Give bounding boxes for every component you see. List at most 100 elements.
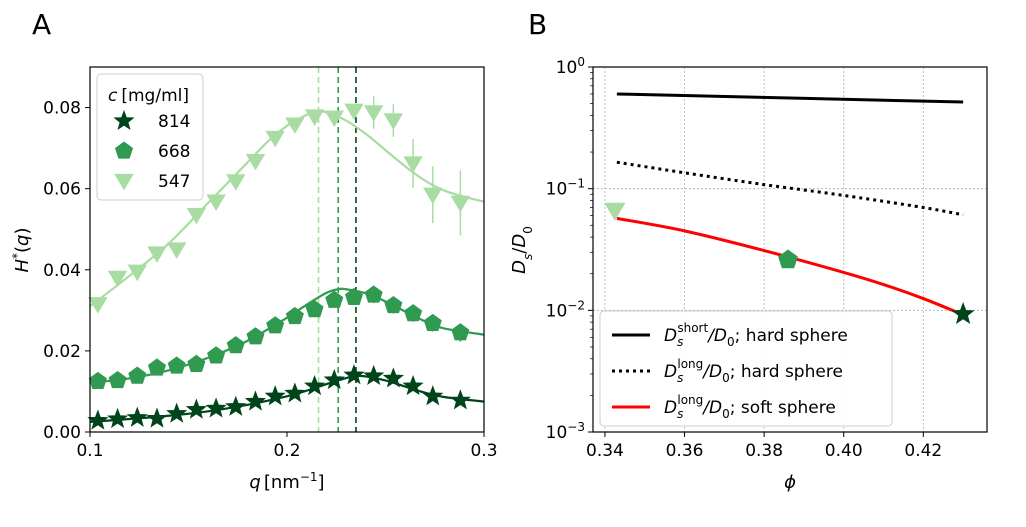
data-point-668 bbox=[325, 290, 344, 308]
data-point-668 bbox=[778, 249, 798, 269]
data-point-814 bbox=[225, 395, 247, 416]
data-point-668 bbox=[207, 346, 226, 364]
x-tick-label: 0.38 bbox=[745, 441, 783, 461]
legend-rest: /D bbox=[706, 326, 727, 346]
y-tick-base: 10 bbox=[556, 58, 578, 78]
legend-box bbox=[96, 73, 204, 201]
data-point-668 bbox=[344, 287, 364, 306]
data-point-814 bbox=[264, 385, 286, 406]
legend-label-814: 814 bbox=[158, 112, 190, 132]
panel-a-xticks: 0.1 0.2 0.3 bbox=[76, 432, 498, 461]
data-point-814 bbox=[185, 398, 207, 419]
legend-label: Dslong/D0; soft sphere bbox=[664, 393, 836, 421]
legend-title: c [mg/ml] bbox=[108, 86, 189, 106]
data-point-547 bbox=[127, 264, 147, 282]
series-line bbox=[616, 92, 964, 104]
data-point-668 bbox=[384, 295, 403, 314]
data-point-668 bbox=[147, 358, 167, 376]
data-point-668 bbox=[364, 285, 383, 303]
data-point-814 bbox=[284, 382, 306, 403]
data-point-814 bbox=[303, 375, 326, 396]
legend-tail: ; soft sphere bbox=[730, 398, 836, 418]
legend-sup: long bbox=[677, 357, 703, 371]
data-point-668 bbox=[423, 313, 442, 331]
data-point-668 bbox=[246, 327, 265, 345]
panel-a-marks bbox=[87, 67, 485, 432]
x-tick-label: 0.40 bbox=[825, 441, 863, 461]
data-point-814 bbox=[951, 302, 975, 324]
data-point-814 bbox=[402, 375, 424, 396]
series-line bbox=[616, 160, 964, 217]
legend-sup: long bbox=[677, 393, 703, 407]
data-point-547 bbox=[450, 195, 471, 213]
data-point-668 bbox=[88, 371, 107, 389]
y-tick-exponent: −1 bbox=[567, 177, 585, 191]
legend-label: Dslong/D0; hard sphere bbox=[664, 357, 843, 385]
panel-a-yticks: 0.00 0.02 0.04 0.06 0.08 bbox=[43, 99, 90, 443]
series-line bbox=[616, 216, 964, 317]
legend-marker-547 bbox=[114, 173, 134, 191]
legend-tail: ; hard sphere bbox=[730, 362, 843, 382]
y-tick-base: 10 bbox=[546, 301, 568, 321]
data-point-668 bbox=[167, 356, 186, 374]
y-tick-label: 0.04 bbox=[43, 261, 81, 281]
panel-a-xlabel: q [nm−1] bbox=[249, 470, 324, 493]
data-point-814 bbox=[382, 367, 404, 388]
x-tick-label: 0.36 bbox=[666, 441, 704, 461]
data-point-814 bbox=[106, 407, 129, 429]
data-point-668 bbox=[404, 304, 423, 322]
panel-b-frame bbox=[592, 66, 988, 433]
data-point-668 bbox=[285, 306, 304, 325]
data-point-814 bbox=[244, 390, 267, 411]
legend-tail: ; hard sphere bbox=[735, 326, 848, 346]
legend-sup: short bbox=[677, 321, 708, 335]
data-point-547 bbox=[285, 117, 305, 134]
data-point-668 bbox=[108, 370, 127, 389]
data-point-814 bbox=[205, 397, 227, 418]
legend-sub2: 0 bbox=[727, 335, 735, 349]
data-point-547 bbox=[403, 156, 423, 173]
panel-a-legend: c [mg/ml] 814 668 547 bbox=[96, 73, 204, 201]
x-tick-label: 0.3 bbox=[470, 441, 497, 461]
y-tick-label: 0.08 bbox=[43, 99, 81, 119]
data-point-547 bbox=[363, 105, 384, 122]
legend-items: 814 668 547 bbox=[113, 109, 190, 192]
legend-box bbox=[599, 310, 893, 427]
data-point-547 bbox=[423, 187, 443, 205]
legend-marker-668 bbox=[114, 141, 134, 159]
x-tick-label: 0.42 bbox=[904, 441, 942, 461]
y-tick-label: 100 bbox=[556, 55, 585, 78]
y-tick-label: 0.02 bbox=[43, 342, 81, 362]
y-tick-exponent: −2 bbox=[567, 298, 585, 312]
legend-d: D bbox=[664, 326, 677, 346]
legend-d: D bbox=[664, 398, 677, 418]
data-point-814 bbox=[363, 364, 385, 386]
legend-marker-814 bbox=[113, 109, 135, 131]
data-point-547 bbox=[265, 130, 285, 148]
y-tick-base: 10 bbox=[546, 180, 568, 200]
legend-sub: s bbox=[677, 407, 683, 421]
data-point-814 bbox=[146, 407, 168, 428]
data-point-814 bbox=[343, 364, 365, 385]
y-tick-exponent: 0 bbox=[577, 55, 585, 69]
legend-sub2: 0 bbox=[722, 371, 730, 385]
data-point-547 bbox=[324, 110, 344, 128]
panel-a-letter: A bbox=[32, 8, 51, 41]
legend-label-668: 668 bbox=[158, 142, 190, 162]
data-point-547 bbox=[383, 113, 404, 130]
y-tick-label: 10−3 bbox=[546, 420, 585, 443]
x-tick-label: 0.1 bbox=[76, 441, 103, 461]
legend-d: D bbox=[664, 362, 677, 382]
panel-b-xlabel: ϕ bbox=[784, 472, 796, 493]
data-point-547 bbox=[344, 103, 364, 121]
y-tick-label: 0.00 bbox=[43, 423, 81, 443]
legend-sub2: 0 bbox=[722, 407, 730, 421]
legend-rest: /D bbox=[701, 398, 722, 418]
data-point-547 bbox=[226, 174, 246, 191]
legend-sub: s bbox=[677, 371, 683, 385]
data-point-547 bbox=[107, 270, 128, 288]
legend-sub: s bbox=[677, 335, 683, 349]
